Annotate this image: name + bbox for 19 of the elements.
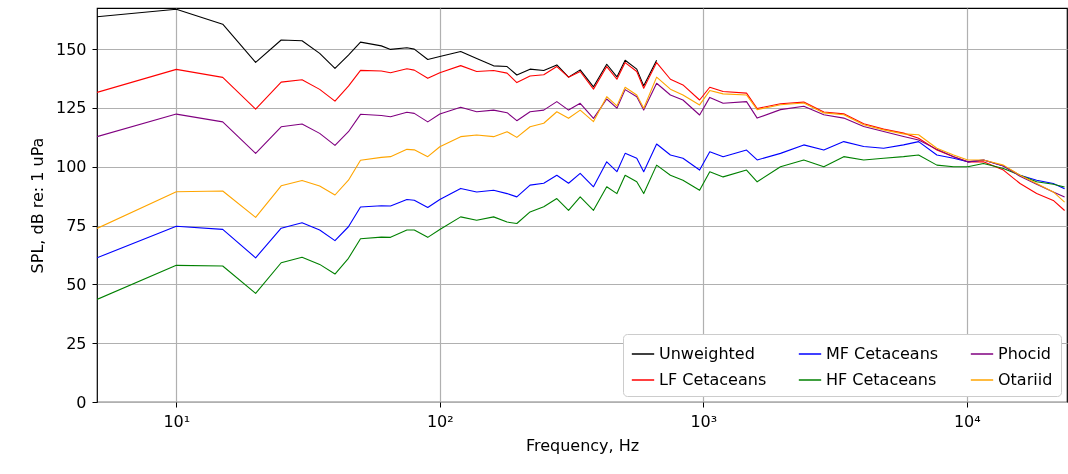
legend-label: LF Cetaceans — [659, 370, 767, 389]
y-tick-label: 0 — [76, 392, 87, 412]
y-tick-label: 75 — [66, 216, 87, 236]
y-tick-label: 25 — [66, 333, 87, 353]
y-tick-label: 100 — [55, 157, 87, 177]
y-axis-title: SPL, dB re: 1 uPa — [27, 137, 47, 274]
x-tick-label: 10³ — [690, 411, 718, 431]
x-axis-title: Frequency, Hz — [525, 435, 640, 455]
x-tick-label: 10¹ — [163, 411, 191, 431]
y-tick-label: 50 — [66, 274, 87, 294]
x-tick-label: 10⁴ — [953, 411, 981, 431]
y-tick-label: 150 — [55, 39, 87, 59]
x-tick-label: 10² — [426, 411, 454, 431]
legend-label: MF Cetaceans — [826, 344, 939, 363]
legend-label: Otariid — [998, 370, 1053, 389]
legend-label: HF Cetaceans — [826, 370, 937, 389]
legend-label: Phocid — [998, 344, 1051, 363]
legend-label: Unweighted — [659, 344, 755, 363]
y-tick-label: 125 — [55, 98, 87, 118]
